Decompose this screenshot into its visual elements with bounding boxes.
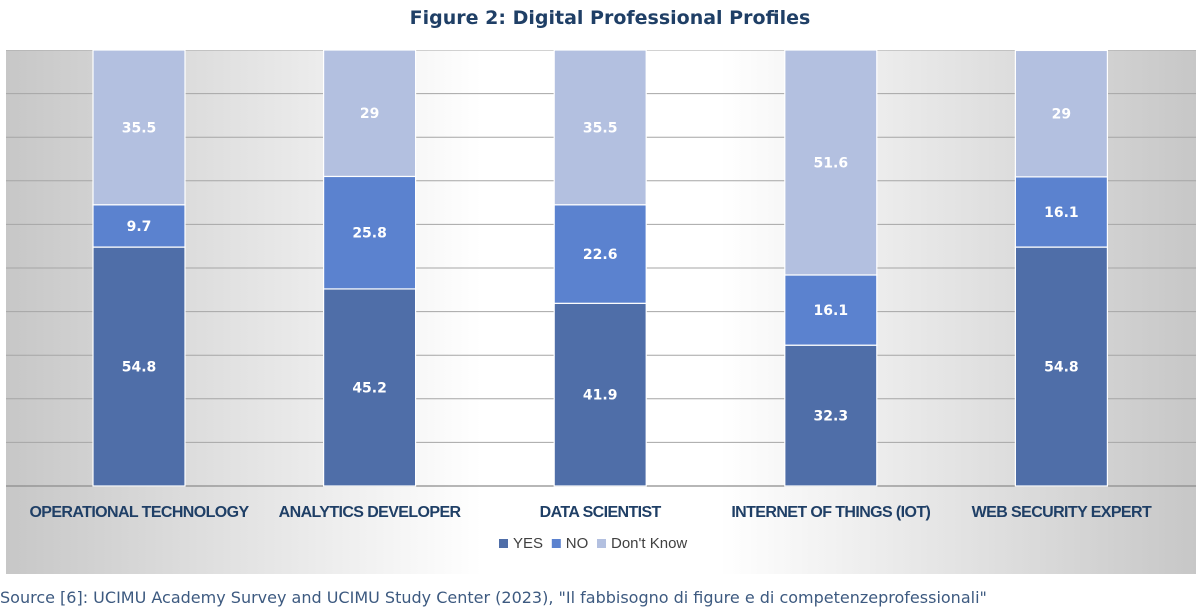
- legend-label: YES: [513, 535, 543, 552]
- stacked-bar-chart: 54.8 9.7 35.5 45.2 25.8 29 41.9 22.6 35.5 32.3 16.…: [6, 50, 1196, 574]
- bar-no-3: [553, 204, 647, 304]
- bar-no-4: [784, 274, 878, 346]
- legend-label: Don't Know: [611, 535, 687, 552]
- chart-svg: 54.8 9.7 35.5 45.2 25.8 29 41.9 22.6 35.5 32.3 16.…: [6, 50, 1196, 574]
- category-label: OPERATIONAL TECHNOLOGY: [29, 504, 249, 521]
- bars: [92, 50, 1109, 487]
- data-label: 25.8: [352, 226, 387, 242]
- legend-swatch: [499, 539, 508, 548]
- data-label: 16.1: [814, 303, 849, 319]
- bar-don-t-know-3: [553, 50, 647, 206]
- legend: YES NO Don't Know: [499, 535, 687, 552]
- data-label: 22.6: [583, 247, 618, 263]
- legend-swatch: [597, 539, 606, 548]
- bar-don-t-know-1: [92, 50, 186, 206]
- data-label: 54.8: [1044, 360, 1079, 376]
- source-note: Source [6]: UCIMU Academy Survey and UCI…: [0, 588, 987, 607]
- data-labels: 54.8 9.7 35.5 45.2 25.8 29 41.9 22.6 35.5 32.3 16.…: [122, 106, 1079, 424]
- bar-don-t-know-2: [323, 50, 417, 178]
- data-label: 9.7: [127, 219, 152, 235]
- category-labels: OPERATIONAL TECHNOLOGY ANALYTICS DEVELOPE…: [29, 504, 1152, 521]
- data-label: 54.8: [122, 360, 157, 376]
- legend-swatch: [551, 539, 561, 548]
- data-label: 16.1: [1044, 205, 1079, 221]
- bar-no-5: [1014, 176, 1109, 248]
- bar-don-t-know-5: [1014, 50, 1109, 178]
- legend-label: NO: [566, 535, 589, 552]
- category-label: ANALYTICS DEVELOPER: [279, 504, 462, 521]
- data-label: 41.9: [583, 388, 618, 404]
- data-label: 29: [360, 106, 379, 122]
- data-label: 32.3: [814, 409, 849, 425]
- bar-don-t-know-4: [784, 50, 878, 276]
- bar-yes-1: [92, 246, 186, 487]
- bar-no-2: [323, 175, 417, 290]
- category-label: INTERNET OF THINGS (IOT): [731, 504, 930, 521]
- data-label: 29: [1052, 107, 1071, 123]
- data-label: 35.5: [122, 120, 157, 136]
- data-label: 51.6: [814, 155, 849, 171]
- data-label: 45.2: [352, 380, 387, 396]
- category-label: WEB SECURITY EXPERT: [972, 504, 1152, 521]
- bar-yes-3: [553, 302, 647, 487]
- data-label: 35.5: [583, 120, 618, 136]
- bar-yes-5: [1014, 246, 1109, 487]
- category-label: DATA SCIENTIST: [540, 504, 662, 521]
- bar-yes-2: [323, 288, 417, 487]
- figure-title: Figure 2: Digital Professional Profiles: [409, 7, 811, 29]
- bar-yes-4: [784, 344, 878, 487]
- bar-no-1: [92, 204, 186, 248]
